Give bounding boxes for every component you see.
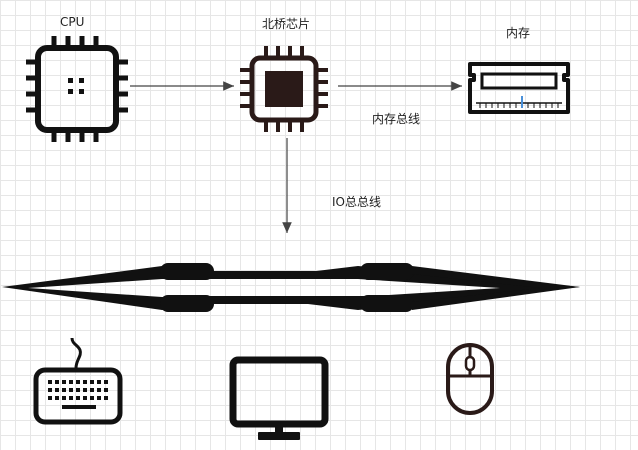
mouse-icon <box>446 343 494 415</box>
memory-label: 内存 <box>506 26 531 40</box>
cpu-label: CPU <box>60 15 85 29</box>
monitor-icon <box>229 356 329 440</box>
memory-bus-label: 内存总线 <box>372 112 421 126</box>
ram-module-icon <box>468 62 570 114</box>
io-bus-arrow <box>2 263 580 312</box>
northbridge-label: 北桥芯片 <box>262 17 311 31</box>
cpu-chip-icon <box>26 36 128 142</box>
keyboard-icon <box>33 337 123 425</box>
io-bus-label: IO总总线 <box>332 195 381 209</box>
chip-icon <box>240 46 328 132</box>
